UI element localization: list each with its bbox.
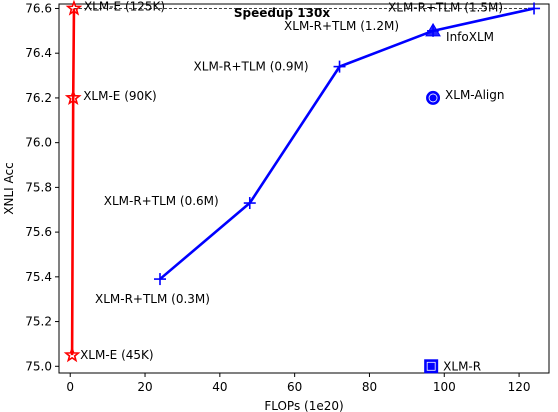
series-line-xlm-r-tlm xyxy=(159,7,535,281)
x-tick-label: 100 xyxy=(433,380,456,394)
point-label-infoxlm: InfoXLM xyxy=(446,30,494,44)
data-point-xlm-e-1 xyxy=(64,89,82,106)
y-tick-label: 75.8 xyxy=(25,180,52,194)
data-point-xlm-r-tlm-1 xyxy=(243,197,256,210)
y-tick-label: 75.6 xyxy=(25,225,52,239)
data-label: XLM-E (90K) xyxy=(83,89,157,103)
point-label-xlm-r: XLM-R xyxy=(443,359,481,373)
y-tick-label: 75.2 xyxy=(25,315,52,329)
data-label: XLM-E (45K) xyxy=(80,348,154,362)
data-point-xlm-r-tlm-0 xyxy=(153,273,166,286)
speedup-annotation: Speedup 130x xyxy=(234,6,330,20)
y-tick-label: 76.6 xyxy=(25,1,52,15)
marker-xlm-align-ring xyxy=(428,93,438,103)
x-tick-label: 40 xyxy=(212,380,227,394)
y-tick-label: 75.4 xyxy=(25,270,52,284)
data-point-xlm-e-2 xyxy=(65,0,83,16)
x-tick-label: 60 xyxy=(287,380,302,394)
plot-frame xyxy=(58,3,550,374)
marker-infoxlm xyxy=(425,22,441,37)
point-label-xlm-align: XLM-Align xyxy=(445,88,504,102)
data-label: XLM-R+TLM (1.5M) xyxy=(388,0,503,14)
data-label: XLM-R+TLM (1.2M) xyxy=(284,19,399,33)
y-tick-label: 76.4 xyxy=(25,46,52,60)
marker-xlm-r-inner xyxy=(426,361,436,371)
data-point-xlm-r-tlm-4 xyxy=(528,2,541,15)
x-tick-label: 120 xyxy=(508,380,531,394)
data-label: XLM-E (125K) xyxy=(84,0,165,13)
series-line-xlm-e xyxy=(70,8,76,356)
data-point-xlm-r-tlm-2 xyxy=(333,60,346,73)
marker-xlm-r xyxy=(424,359,439,374)
marker-xlm-align xyxy=(426,90,441,105)
y-tick-label: 75.0 xyxy=(25,359,52,373)
data-label: XLM-R+TLM (0.9M) xyxy=(194,60,309,74)
y-tick-label: 76.0 xyxy=(25,136,52,150)
x-tick-label: 0 xyxy=(66,380,74,394)
y-tick-label: 76.2 xyxy=(25,91,52,105)
y-axis-title: XNLI Acc xyxy=(2,162,16,214)
data-point-xlm-e-0 xyxy=(63,346,81,363)
data-label: XLM-R+TLM (0.6M) xyxy=(104,194,219,208)
x-tick-label: 80 xyxy=(362,380,377,394)
data-label: XLM-R+TLM (0.3M) xyxy=(95,292,210,306)
x-axis-title: FLOPs (1e20) xyxy=(264,399,343,412)
x-tick-label: 20 xyxy=(137,380,152,394)
